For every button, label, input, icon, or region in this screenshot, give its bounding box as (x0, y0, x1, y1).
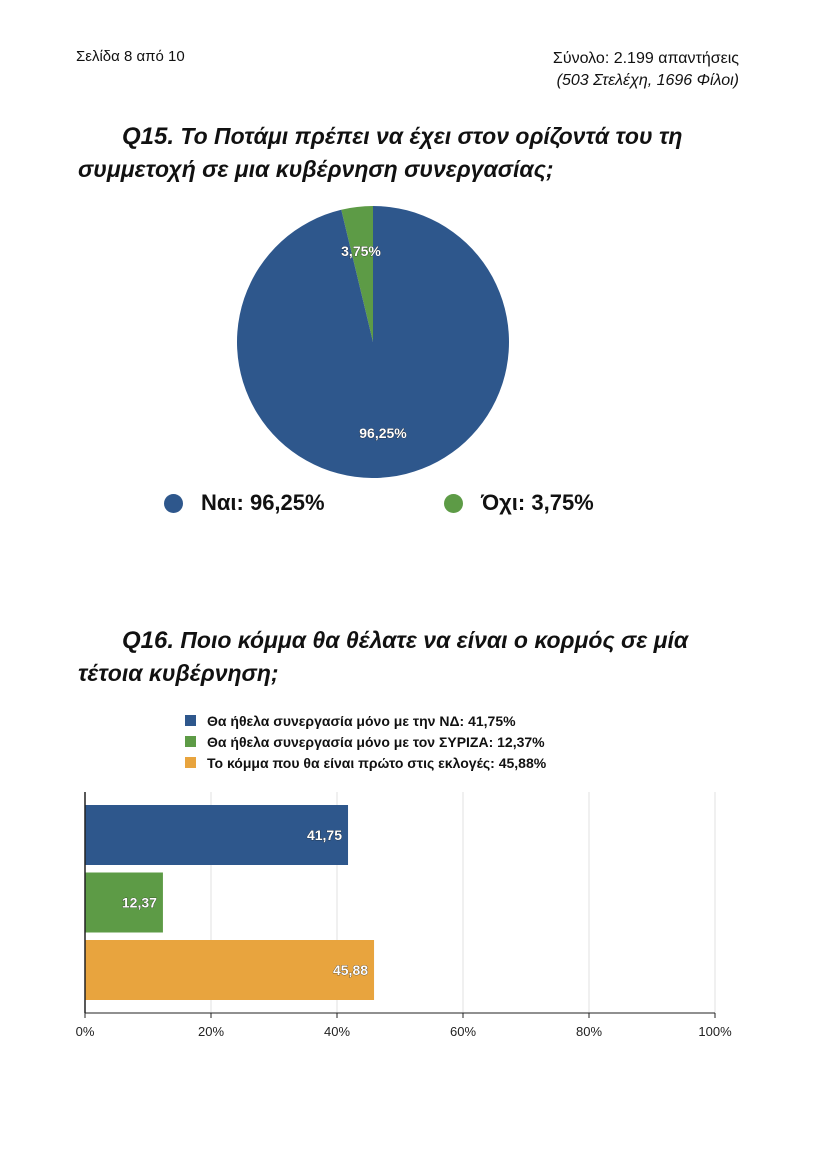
pie-slice-no (341, 206, 373, 342)
pie-slice-yes (237, 206, 510, 478)
x-tick-label: 40% (324, 1024, 350, 1039)
legend-item-no: Όχι: 3,75% (444, 490, 594, 516)
bar-2 (85, 940, 375, 1000)
response-totals: Σύνολο: 2.199 απαντήσεις (503 Στελέχη, 1… (553, 48, 739, 92)
bar-data-label-2: 45,88 (333, 962, 368, 978)
pie-data-label-no: 3,75% (341, 243, 381, 259)
legend-dot-no (444, 493, 463, 513)
q15-text: Το Ποτάμι πρέπει να έχει στον ορίζοντά τ… (78, 123, 683, 182)
q15-legend: Ναι: 96,25% Όχι: 3,75% (164, 490, 684, 520)
legend-dot-yes (164, 493, 183, 513)
q15-title: Q15. Το Ποτάμι πρέπει να έχει στον ορίζο… (78, 120, 758, 185)
legend-label-nd: Θα ήθελα συνεργασία μόνο με την ΝΔ: 41,7… (207, 712, 516, 729)
page-number: Σελίδα 8 από 10 (76, 48, 185, 65)
x-tick-label: 80% (576, 1024, 602, 1039)
q16-text: Ποιο κόμμα θα θέλατε να είναι ο κορμός σ… (78, 627, 689, 686)
q16-number: Q16. (122, 627, 175, 654)
legend-item-syriza: Θα ήθελα συνεργασία μόνο με τον ΣΥΡΙΖΑ: … (185, 731, 546, 752)
legend-label-yes: Ναι: 96,25% (201, 490, 325, 515)
q15-pie-chart: 96,25% 3,75% (237, 206, 510, 478)
bar-0 (85, 805, 349, 865)
legend-item-yes: Ναι: 96,25% (164, 490, 325, 516)
bar-1 (85, 872, 163, 933)
q15-number: Q15. (122, 123, 175, 150)
x-tick-label: 60% (450, 1024, 476, 1039)
legend-item-first-party: Το κόμμα που θα είναι πρώτο στις εκλογές… (185, 752, 546, 773)
bar-data-label-1: 12,37 (122, 895, 157, 911)
total-responses: Σύνολο: 2.199 απαντήσεις (552, 50, 739, 67)
legend-label-no: Όχι: 3,75% (481, 490, 594, 515)
x-tick-label: 100% (698, 1024, 732, 1039)
responses-breakdown: (503 Στελέχη, 1696 Φίλοι) (556, 72, 739, 89)
x-tick-label: 0% (76, 1024, 95, 1039)
x-tick-label: 20% (198, 1024, 224, 1039)
legend-item-nd: Θα ήθελα συνεργασία μόνο με την ΝΔ: 41,7… (185, 710, 546, 731)
bar-data-label-0: 41,75 (307, 827, 342, 843)
q16-legend: Θα ήθελα συνεργασία μόνο με την ΝΔ: 41,7… (185, 710, 546, 773)
legend-swatch-first-party (185, 757, 196, 768)
legend-swatch-syriza (185, 736, 196, 747)
pie-data-label-yes: 96,25% (359, 425, 407, 441)
legend-label-first-party: Το κόμμα που θα είναι πρώτο στις εκλογές… (207, 754, 547, 771)
legend-swatch-nd (185, 715, 196, 726)
legend-label-syriza: Θα ήθελα συνεργασία μόνο με τον ΣΥΡΙΖΑ: … (207, 733, 545, 750)
q16-bar-chart: 41,75 12,37 45,88 0% 20% 40% 60% 80% 100% (76, 792, 732, 1039)
q16-title: Q16. Ποιο κόμμα θα θέλατε να είναι ο κορ… (78, 624, 758, 689)
